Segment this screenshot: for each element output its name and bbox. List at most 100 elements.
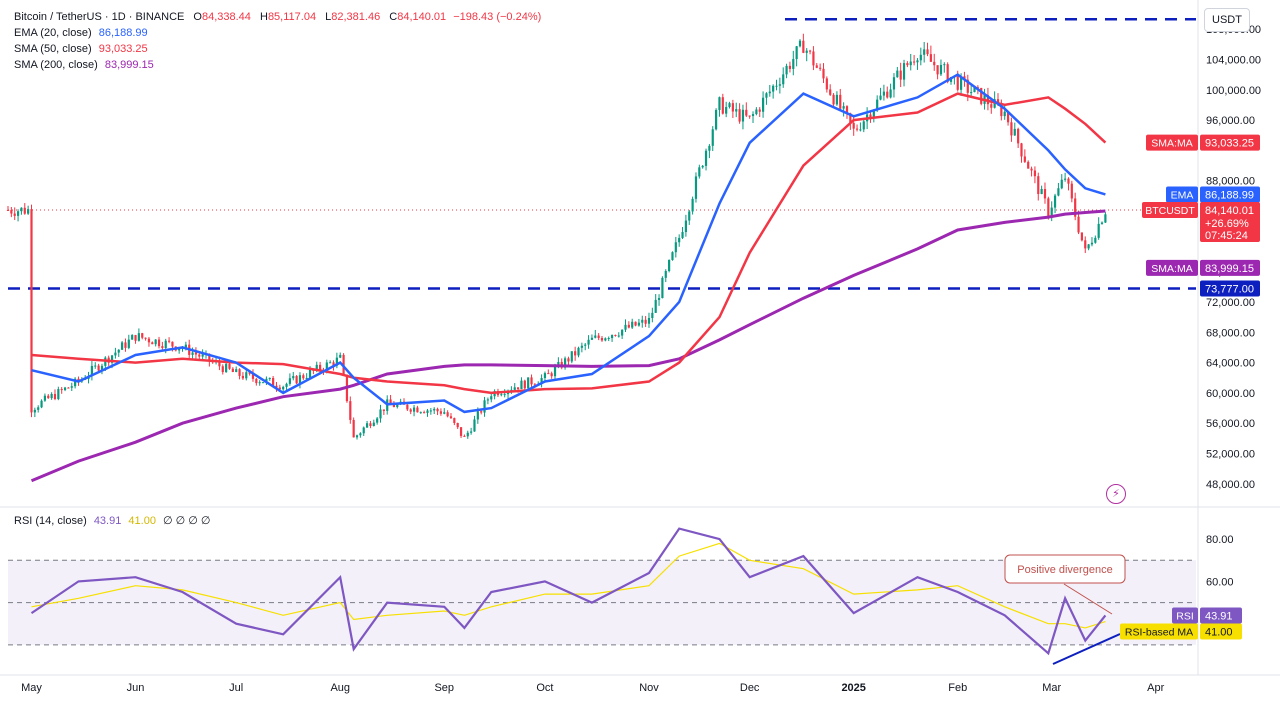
candle-body <box>416 407 419 413</box>
candle-body <box>909 61 912 66</box>
candle-body <box>1094 237 1097 243</box>
candle-body <box>53 393 57 399</box>
candle-body <box>1037 176 1040 195</box>
rsi-legend-extra: ∅ ∅ ∅ ∅ <box>163 515 211 527</box>
sma50-value-text: 93,033.25 <box>1205 138 1254 150</box>
candle-body <box>751 114 755 117</box>
candle-body <box>902 63 906 80</box>
candle-body <box>647 317 651 324</box>
candle-body <box>684 220 687 233</box>
btc-value-tag <box>1200 201 1260 242</box>
candle-body <box>735 109 738 112</box>
change-value: −198.43 (−0.24%) <box>453 11 542 23</box>
candle-body <box>268 377 271 379</box>
candle-body <box>490 396 493 400</box>
candle-body <box>607 338 610 340</box>
candle-body <box>842 106 845 109</box>
candle-body <box>1017 128 1020 144</box>
candle-body <box>929 54 932 62</box>
candle-body <box>876 99 879 111</box>
candle-body <box>362 427 365 434</box>
candle-body <box>708 145 711 151</box>
candle-body <box>1020 143 1023 157</box>
candle-body <box>896 70 899 78</box>
candle-body <box>698 167 701 177</box>
ema-value-tag <box>1200 186 1260 203</box>
candle-body <box>97 365 100 371</box>
candle-body <box>701 165 704 168</box>
candle-body <box>523 380 526 389</box>
price-axis-tick: 52,000.00 <box>1206 449 1255 461</box>
candle-body <box>27 209 30 214</box>
candle-body <box>208 353 211 362</box>
candle-body <box>456 422 459 428</box>
candle-body <box>1030 168 1033 171</box>
currency-button[interactable]: USDT <box>1204 8 1250 32</box>
candle-body <box>114 352 117 356</box>
candle-body <box>365 423 369 428</box>
candle-body <box>627 324 630 328</box>
candle-body <box>996 99 1000 105</box>
time-axis: May Jun Jul Aug Sep Oct Nov Dec 2025 Feb Mar Apr <box>21 682 1165 694</box>
symbol-text[interactable]: Bitcoin / TetherUS · 1D · BINANCE <box>14 11 185 23</box>
candle-body <box>913 61 916 63</box>
candle-body <box>855 128 859 130</box>
ema-name-text: EMA <box>1171 189 1194 201</box>
low-value: 82,381.46 <box>331 11 381 23</box>
candle-body <box>275 385 278 388</box>
candle-body <box>282 386 285 390</box>
candle-body <box>805 50 808 53</box>
flash-icon[interactable]: ⚡ <box>1106 484 1126 504</box>
rsi-axis-tick: 80.00 <box>1206 534 1234 546</box>
support-value-tag <box>1200 280 1260 297</box>
candle-body <box>265 378 268 383</box>
candle-body <box>584 344 587 346</box>
candle-body <box>201 354 204 357</box>
ema-legend-label: EMA (20, close) <box>14 27 92 39</box>
candle-body <box>67 387 70 389</box>
candle-body <box>785 65 788 75</box>
ema-legend[interactable]: EMA (20, close) 86,188.99 <box>14 25 148 41</box>
candle-body <box>308 369 312 378</box>
sma50-legend[interactable]: SMA (50, close) 93,033.25 <box>14 41 148 57</box>
candle-body <box>899 70 902 80</box>
candle-body <box>1040 188 1043 195</box>
time-axis-label: Sep <box>434 682 454 694</box>
candle-body <box>755 109 758 115</box>
price-axis-tick: 68,000.00 <box>1206 327 1255 339</box>
candle-body <box>453 418 456 423</box>
candle-body <box>973 87 976 93</box>
candle-body <box>704 150 708 166</box>
candle-body <box>637 322 641 326</box>
candle-body <box>154 339 157 345</box>
candle-body <box>839 94 842 109</box>
sma50-name-text: SMA:MA <box>1151 138 1192 150</box>
candle-body <box>550 373 553 377</box>
rsi-legend[interactable]: RSI (14, close) 43.91 41.00 ∅ ∅ ∅ ∅ <box>14 513 211 529</box>
ema-name-tag <box>1166 186 1198 203</box>
candle-body <box>970 92 973 94</box>
candle-body <box>768 91 771 94</box>
candle-body <box>13 213 16 216</box>
close-value: 84,140.01 <box>397 11 447 23</box>
candle-body <box>372 422 375 427</box>
candle-body <box>1104 214 1107 223</box>
sma200-legend[interactable]: SMA (200, close) 83,999.15 <box>14 57 154 73</box>
candle-body <box>916 60 919 63</box>
candle-body <box>1070 183 1073 199</box>
candle-body <box>37 407 40 410</box>
candle-body <box>577 347 580 356</box>
candle-body <box>815 65 818 68</box>
candle-body <box>161 346 164 349</box>
annotation-box <box>1004 554 1126 584</box>
candle-body <box>889 89 892 98</box>
candle-body <box>225 363 228 373</box>
candle-body <box>892 77 896 90</box>
candle-body <box>694 176 698 199</box>
candle-body <box>23 207 26 214</box>
candle-body <box>40 400 43 408</box>
btc-name-text: BTCUSDT <box>1145 205 1195 217</box>
time-axis-label: Nov <box>639 682 659 694</box>
candle-body <box>167 340 171 342</box>
sma50-legend-label: SMA (50, close) <box>14 43 92 55</box>
